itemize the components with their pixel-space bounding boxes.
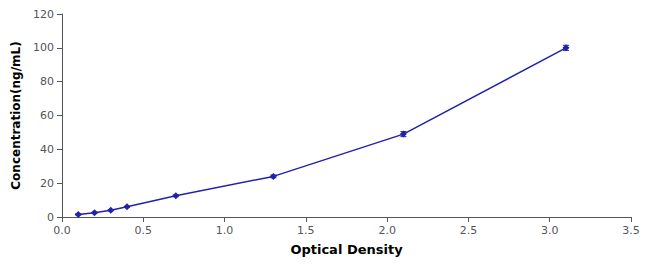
svg-text:2.0: 2.0 xyxy=(378,224,396,237)
svg-text:20: 20 xyxy=(40,177,54,190)
svg-text:0: 0 xyxy=(47,211,54,224)
svg-text:1.5: 1.5 xyxy=(297,224,315,237)
svg-text:0.0: 0.0 xyxy=(53,224,71,237)
svg-text:40: 40 xyxy=(40,143,54,156)
svg-text:120: 120 xyxy=(33,8,54,21)
svg-text:0.5: 0.5 xyxy=(135,224,153,237)
svg-text:3.0: 3.0 xyxy=(541,224,559,237)
svg-text:80: 80 xyxy=(40,75,54,88)
svg-text:2.5: 2.5 xyxy=(460,224,478,237)
svg-text:Optical Density: Optical Density xyxy=(290,242,403,257)
svg-text:3.5: 3.5 xyxy=(622,224,640,237)
svg-text:60: 60 xyxy=(40,109,54,122)
svg-text:1.0: 1.0 xyxy=(216,224,234,237)
svg-text:100: 100 xyxy=(33,41,54,54)
svg-text:Concentration(ng/mL): Concentration(ng/mL) xyxy=(9,41,23,189)
